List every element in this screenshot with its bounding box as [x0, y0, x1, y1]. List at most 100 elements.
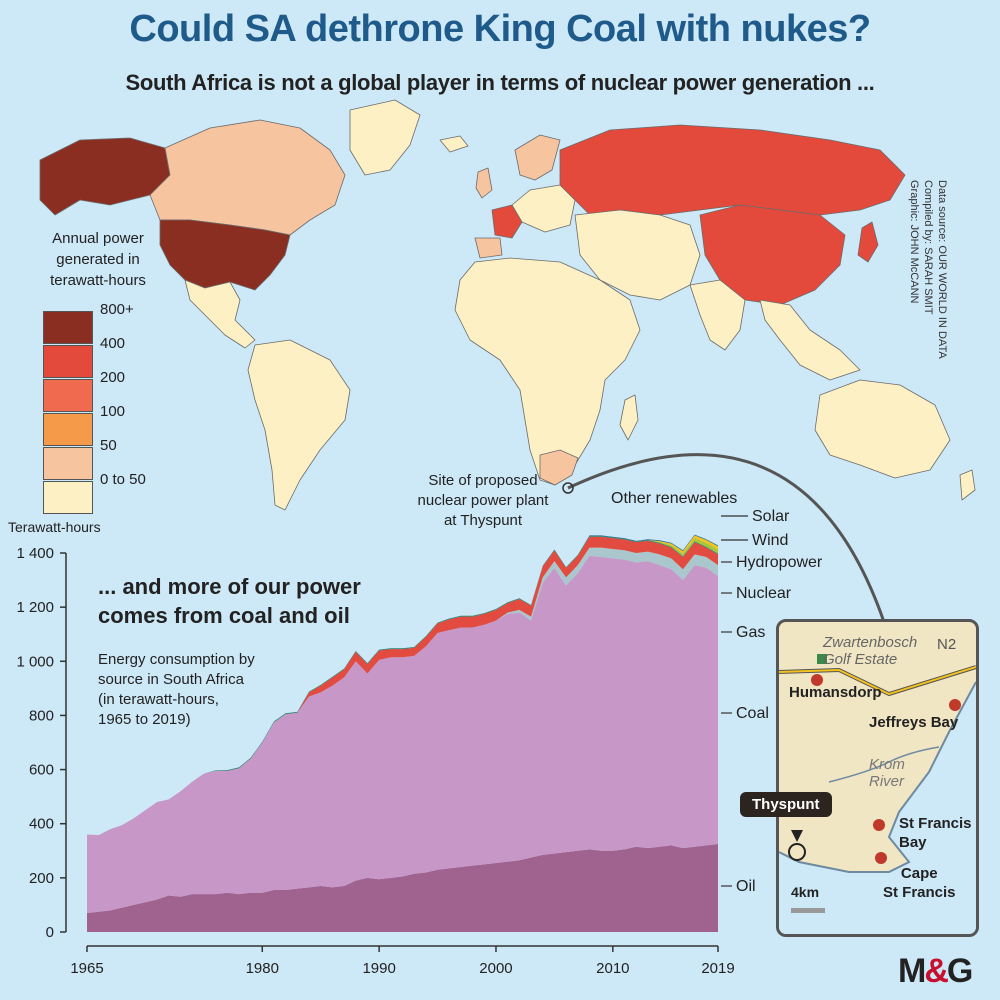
page-subtitle: South Africa is not a global player in t…	[125, 70, 875, 95]
y-tick-label: 1 000	[16, 653, 54, 670]
legend-swatch	[43, 481, 93, 514]
x-tick-label: 2010	[596, 960, 629, 977]
thyspunt-annotation: Site of proposed nuclear power plant at …	[398, 471, 568, 531]
legend-title-line: terawatt-hours	[50, 272, 146, 289]
series-label-wind: Wind	[752, 532, 788, 549]
legend-swatch	[43, 311, 93, 344]
legend-swatch	[43, 413, 93, 446]
map-region-greenland	[349, 99, 421, 176]
st-francis-bay-label: St Francis Bay	[899, 814, 972, 852]
y-tick-label: 1 400	[16, 545, 54, 562]
annotation-line: nuclear power plant	[417, 492, 549, 509]
y-tick-label: 200	[29, 870, 54, 887]
map-region-southeast-asia	[759, 299, 861, 381]
map-legend-title: Annual power generated in terawatt-hours	[28, 228, 168, 291]
y-tick-label: 800	[29, 707, 54, 724]
logo-amp: &	[924, 952, 949, 990]
map-region-usa	[159, 219, 291, 291]
thyspunt-tag: Thyspunt	[740, 792, 832, 817]
legend-label: 50	[100, 437, 117, 454]
map-region-china	[699, 204, 846, 306]
st-francis-bay-marker	[873, 819, 885, 831]
chart-description-line: Energy consumption by	[98, 651, 255, 668]
chart-areas	[87, 534, 718, 932]
inset-map-drawing	[779, 654, 976, 934]
cape-st-francis-label: Cape St Francis	[883, 864, 956, 902]
series-label-gas: Gas	[736, 624, 765, 641]
inset-sea	[779, 682, 976, 934]
jeffreys-bay-label: Jeffreys Bay	[869, 714, 959, 731]
jeffreys-bay-marker	[949, 699, 961, 711]
river-label-line: Krom	[869, 756, 905, 773]
town-label-line: St Francis	[883, 884, 956, 901]
chart-heading-line: comes from coal and oil	[98, 603, 350, 628]
chart-heading-line: ... and more of our power	[98, 574, 361, 599]
map-region-new-zealand	[959, 469, 976, 501]
map-region-europe	[511, 184, 576, 233]
estate-marker	[817, 654, 827, 664]
map-region-india	[689, 279, 746, 351]
map-region-japan	[857, 221, 879, 263]
logo-g: G	[946, 952, 973, 990]
chart-description-line: (in terawatt-hours,	[98, 691, 219, 708]
x-tick-label: 2019	[701, 960, 734, 977]
map-region-south-america	[247, 339, 351, 511]
map-region-france	[491, 204, 523, 239]
y-tick-label: 600	[29, 762, 54, 779]
series-label-solar: Solar	[752, 508, 790, 525]
inset-krom-river	[828, 746, 940, 783]
legend-title-line: Annual power	[52, 230, 144, 247]
legend-swatch	[43, 447, 93, 480]
town-label-line: Cape	[900, 865, 938, 882]
annotation-line: Site of proposed	[428, 472, 538, 489]
annotation-line: at Thyspunt	[443, 512, 523, 529]
map-region-scandinavia	[514, 134, 561, 181]
legend-label: 200	[100, 369, 126, 386]
scale-bar	[791, 908, 825, 913]
legend-label: 800+	[100, 301, 134, 318]
legend-label: 400	[100, 335, 126, 352]
cape-st-francis-marker	[875, 852, 887, 864]
y-tick-label: 400	[29, 816, 54, 833]
chart-heading: ... and more of our power comes from coa…	[98, 572, 418, 630]
map-region-iceland	[439, 135, 469, 153]
humansdorp-label: Humansdorp	[789, 684, 882, 701]
series-label-nuclear: Nuclear	[736, 585, 792, 602]
series-label-hydropower: Hydropower	[736, 554, 823, 571]
series-label-other-renewables: Other renewables	[611, 490, 737, 507]
chart-series-labels: Other renewables Solar Wind Hydropower Nucle…	[611, 490, 823, 895]
page-title: Could SA dethrone King Coal with nukes?	[129, 8, 871, 50]
callout-arc	[567, 453, 886, 623]
x-tick-label: 2000	[479, 960, 512, 977]
legend-label: 0 to 50	[100, 471, 146, 488]
chart-axes: 0 200 400 600 800 1 000 1 200 1 400 1965 1980 1990…	[16, 545, 734, 977]
area-series-coal	[87, 555, 718, 914]
legend-label: 100	[100, 403, 126, 420]
map-region-australia	[814, 379, 951, 479]
town-label-line: St Francis	[899, 815, 972, 832]
series-label-oil: Oil	[736, 878, 756, 895]
map-region-canada	[149, 119, 346, 236]
logo-m: M	[898, 952, 926, 990]
inset-coastline	[779, 681, 976, 873]
x-tick-label: 1965	[70, 960, 103, 977]
thyspunt-pointer	[791, 830, 803, 842]
chart-description: Energy consumption by source in South Af…	[98, 650, 308, 730]
thyspunt-inset-map: Zwartenbosch Golf Estate N2 Humansdorp J…	[776, 619, 979, 937]
series-label-coal: Coal	[736, 705, 769, 722]
thyspunt-site-marker	[788, 843, 806, 861]
estate-label: Zwartenbosch Golf Estate	[823, 634, 917, 668]
scale-label: 4km	[791, 884, 820, 900]
road-label: N2	[937, 636, 957, 653]
x-tick-label: 1990	[362, 960, 395, 977]
river-label-line: River	[869, 773, 905, 790]
estate-label-line: Golf Estate	[823, 651, 898, 668]
thyspunt-marker	[562, 482, 574, 494]
map-region-south-africa	[539, 449, 579, 486]
map-region-iberia	[474, 237, 503, 259]
town-label-line: Bay	[899, 834, 927, 851]
legend-swatch	[43, 379, 93, 412]
y-tick-label: 1 200	[16, 599, 54, 616]
inset-road-n2-inner	[779, 666, 976, 696]
